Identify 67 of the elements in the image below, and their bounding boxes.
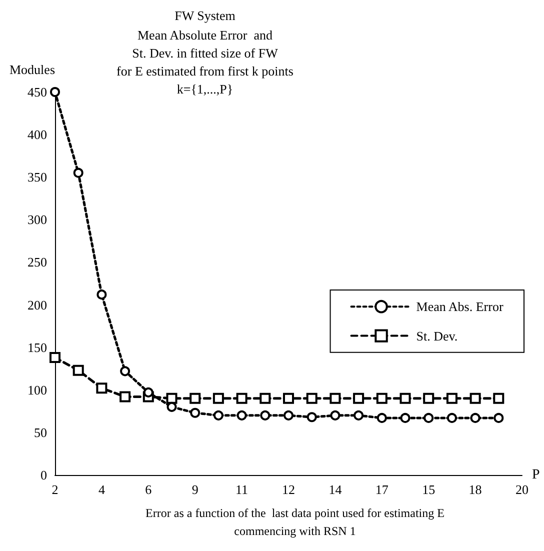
point	[306, 412, 317, 422]
point	[50, 87, 60, 97]
x-tick-label: 9	[192, 482, 198, 497]
point	[73, 168, 84, 178]
x-tick-label: 14	[328, 482, 342, 497]
y-tick-label: 50	[34, 424, 47, 440]
y-tick-label: 300	[28, 212, 47, 228]
point	[190, 392, 201, 404]
point	[353, 392, 364, 404]
x-tick-label: 12	[282, 482, 295, 497]
point	[120, 366, 130, 376]
point	[143, 387, 154, 398]
point	[212, 392, 224, 404]
chart-title: FW System	[174, 8, 236, 23]
y-tick-label: 400	[28, 127, 47, 142]
point	[494, 412, 504, 423]
point	[446, 412, 457, 423]
y-tick-label: 150	[28, 340, 47, 355]
x-tick-label: 18	[468, 482, 482, 497]
point	[493, 392, 504, 404]
point	[400, 412, 410, 423]
point	[283, 392, 294, 404]
point	[446, 392, 458, 404]
point	[96, 290, 107, 300]
point	[470, 392, 481, 404]
point	[354, 410, 364, 420]
point	[72, 364, 84, 376]
point	[424, 412, 434, 423]
y-tick-label: 200	[28, 297, 47, 312]
x-tick-label: 6	[145, 482, 152, 497]
y-tick-label: 450	[28, 84, 47, 100]
x-tick-label: 11	[236, 482, 248, 497]
point	[284, 410, 294, 420]
point	[96, 382, 108, 394]
y-tick-label: 0	[40, 468, 47, 482]
point	[376, 392, 388, 404]
x-tick-label: 20	[516, 482, 528, 497]
point	[330, 392, 341, 404]
y-tick-label: 250	[28, 254, 47, 270]
x-tick-label: 15	[422, 482, 436, 497]
chart-subtitle: Mean Absolute Error and St. Dev. in fitted size of FW for E estimated from first k points k={1,...,P}	[116, 28, 294, 96]
x-tick-label: 17	[375, 482, 389, 497]
point	[236, 410, 247, 420]
point	[190, 408, 200, 418]
point	[306, 392, 318, 404]
point	[376, 412, 387, 423]
point	[50, 352, 60, 364]
x-tick-label: 4	[98, 482, 106, 497]
point	[260, 410, 270, 420]
point	[423, 392, 434, 404]
y-axis-title: Modules	[10, 62, 55, 77]
y-tick-label: 350	[28, 170, 47, 185]
legend-label: Mean Abs. Error	[416, 299, 504, 314]
point	[120, 391, 131, 402]
y-tick-label: 100	[28, 382, 47, 398]
point	[213, 410, 224, 420]
point	[470, 412, 480, 423]
x-axis-title: P	[532, 468, 540, 482]
point	[330, 410, 340, 420]
legend-label: St. Dev.	[416, 328, 458, 344]
point	[166, 392, 178, 404]
point	[400, 392, 411, 404]
point	[166, 402, 177, 412]
point	[260, 392, 271, 404]
x-tick-label: 2	[52, 482, 58, 497]
text: Error as a function of the last data point used for estimating E commencing with RSN 1	[146, 506, 444, 538]
point	[236, 392, 248, 404]
